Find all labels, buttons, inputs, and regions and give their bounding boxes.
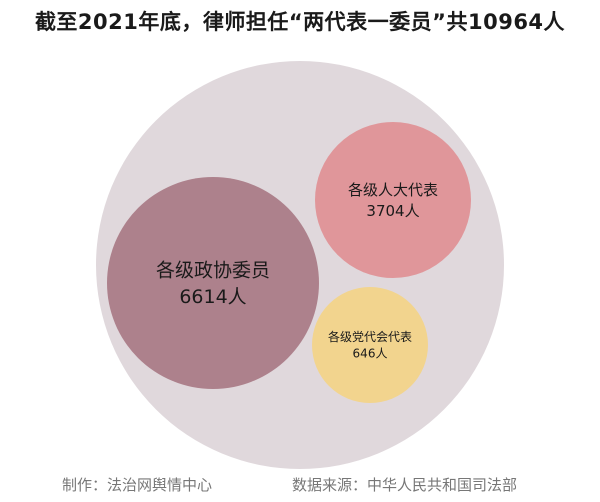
- bubble-1: [315, 122, 471, 278]
- bubble-name-label: 各级党代会代表: [328, 329, 412, 344]
- source-text: 数据来源：中华人民共和国司法部: [292, 476, 518, 494]
- bubble-0: [107, 177, 319, 389]
- bubble-value-label: 646人: [353, 347, 388, 361]
- bubble-value-label: 3704人: [366, 202, 419, 220]
- credit-text: 制作：法治网舆情中心: [62, 476, 213, 494]
- bubble-name-label: 各级人大代表: [348, 181, 438, 199]
- bubble-2: [312, 287, 428, 403]
- bubble-name-label: 各级政协委员: [156, 259, 270, 281]
- chart-title: 截至2021年底，律师担任“两代表一委员”共10964人: [34, 10, 566, 34]
- bubble-value-label: 6614人: [179, 286, 246, 308]
